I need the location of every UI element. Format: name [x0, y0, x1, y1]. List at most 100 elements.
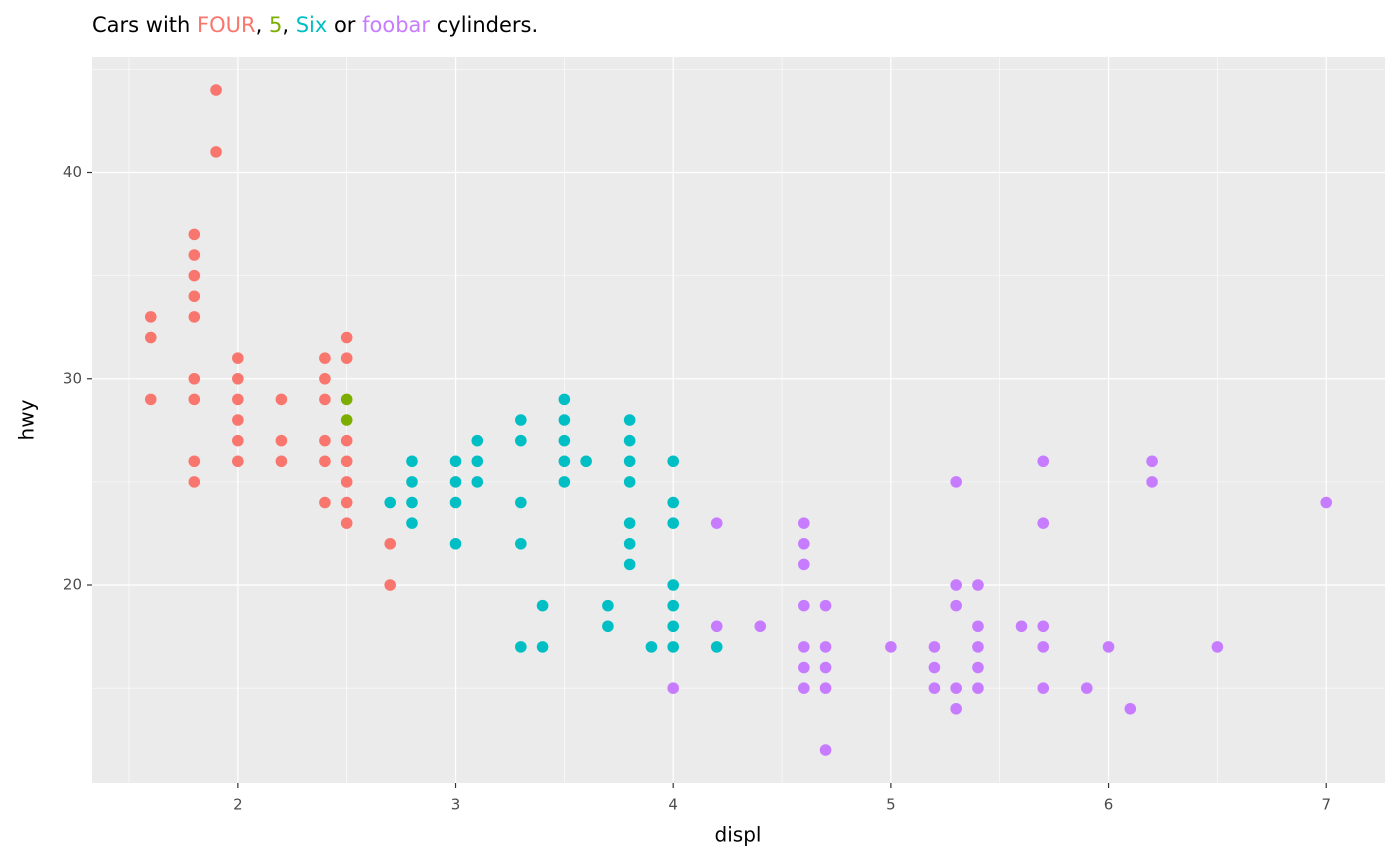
x-tick-label: 2 — [233, 796, 243, 814]
point — [232, 393, 244, 406]
point — [144, 393, 157, 406]
point — [950, 599, 962, 612]
point — [275, 434, 288, 447]
point — [950, 476, 962, 488]
point — [798, 558, 810, 571]
point — [384, 579, 397, 591]
point — [602, 620, 614, 633]
point — [319, 434, 331, 447]
point — [406, 517, 418, 529]
point — [536, 641, 549, 653]
point — [188, 311, 201, 323]
point — [623, 558, 636, 571]
point — [210, 84, 222, 96]
point — [144, 331, 157, 344]
point — [406, 496, 418, 509]
point — [602, 599, 614, 612]
point — [667, 517, 679, 529]
point — [950, 682, 962, 694]
point — [623, 434, 636, 447]
point — [667, 620, 679, 633]
point — [188, 269, 201, 282]
title-part: foobar — [362, 13, 430, 37]
point — [536, 599, 549, 612]
point — [275, 455, 288, 468]
y-tick-label: 20 — [63, 576, 82, 594]
point — [319, 496, 331, 509]
title-part: 5 — [269, 13, 282, 37]
point — [580, 455, 592, 468]
point — [819, 661, 832, 674]
point — [928, 661, 941, 674]
point — [406, 455, 418, 468]
point — [667, 682, 679, 694]
point — [232, 434, 244, 447]
x-tick-label: 4 — [668, 796, 678, 814]
point — [340, 352, 353, 364]
point — [928, 682, 941, 694]
title-part: Six — [296, 13, 328, 37]
point — [928, 641, 941, 653]
point — [340, 434, 353, 447]
point — [623, 455, 636, 468]
point — [471, 455, 484, 468]
x-tick-label: 6 — [1104, 796, 1114, 814]
point — [798, 517, 810, 529]
point — [710, 641, 723, 653]
point — [754, 620, 767, 633]
point — [623, 537, 636, 550]
point — [950, 702, 962, 715]
point — [515, 496, 527, 509]
point — [623, 517, 636, 529]
point — [188, 393, 201, 406]
point — [188, 455, 201, 468]
point — [471, 434, 484, 447]
point — [188, 372, 201, 385]
point — [819, 641, 832, 653]
point — [210, 146, 222, 158]
x-tick-label: 7 — [1321, 796, 1331, 814]
point — [1080, 682, 1093, 694]
point — [972, 661, 984, 674]
point — [710, 620, 723, 633]
point — [188, 228, 201, 241]
y-axis-title: hwy — [15, 399, 39, 440]
point — [1146, 476, 1158, 488]
point — [1320, 496, 1333, 509]
point — [558, 414, 571, 426]
point — [623, 476, 636, 488]
point — [1037, 620, 1050, 633]
y-tick-label: 30 — [63, 369, 82, 387]
x-tick-label: 5 — [886, 796, 896, 814]
point — [1037, 517, 1050, 529]
point — [667, 455, 679, 468]
point — [340, 393, 353, 406]
point — [558, 434, 571, 447]
title-part: Cars with — [92, 13, 197, 37]
point — [798, 537, 810, 550]
point — [1124, 702, 1137, 715]
point — [515, 414, 527, 426]
point — [384, 537, 397, 550]
point — [340, 455, 353, 468]
point — [232, 455, 244, 468]
x-tick-label: 3 — [451, 796, 461, 814]
point — [144, 311, 157, 323]
y-tick-label: 40 — [63, 163, 82, 181]
point — [1015, 620, 1028, 633]
point — [667, 599, 679, 612]
point — [1037, 455, 1050, 468]
point — [449, 455, 462, 468]
point — [972, 579, 984, 591]
point — [340, 331, 353, 344]
point — [515, 641, 527, 653]
point — [449, 496, 462, 509]
point — [972, 682, 984, 694]
point — [340, 476, 353, 488]
point — [798, 661, 810, 674]
point — [188, 290, 201, 303]
point — [319, 352, 331, 364]
point — [972, 641, 984, 653]
point — [340, 517, 353, 529]
point — [319, 372, 331, 385]
